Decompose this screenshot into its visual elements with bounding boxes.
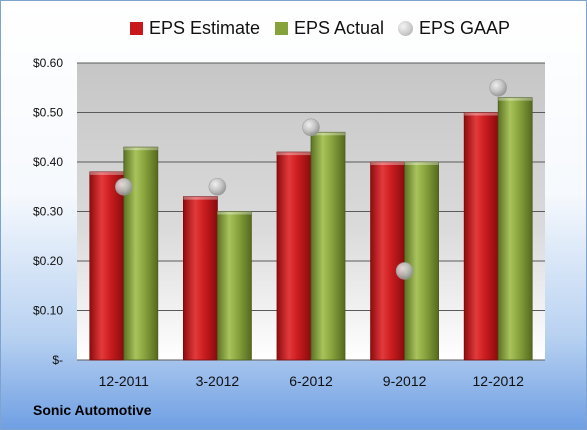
bar-actual [497,97,533,361]
gaap-marker [115,177,133,196]
bar-estimate [89,171,125,361]
bar-estimate-top [89,171,124,175]
bar-estimate-top [464,112,499,116]
x-tick-label: 3-2012 [196,373,240,389]
x-tick-label: 9-2012 [383,373,427,389]
legend-item-gaap: EPS GAAP [398,18,510,39]
x-tick-label: 12-2012 [473,373,525,389]
bar-actual-top [123,147,158,151]
legend-label-gaap: EPS GAAP [419,18,511,38]
bar-actual [216,211,252,361]
y-tick-label: $0.10 [33,304,63,318]
bar-actual [404,161,440,361]
legend-item-estimate: EPS Estimate [130,18,260,39]
bar-actual-top [311,132,345,136]
legend-swatch-actual [275,22,288,35]
bar-actual-top [404,162,439,165]
y-tick-label: $0.30 [33,205,63,219]
bar-actual [123,146,159,361]
gaap-marker [489,78,508,97]
bar-estimate [463,112,499,361]
bar-actual-top [217,211,252,215]
bar-estimate [276,151,312,361]
bar-estimate [370,161,406,361]
legend-swatch-gaap [398,21,413,36]
y-tick-label: $0.60 [33,56,63,70]
x-tick-label: 12-2011 [99,373,150,389]
y-tick-label: $0.20 [33,254,63,268]
y-tick-label: $0.40 [33,155,63,169]
bar-estimate-top [183,196,218,200]
legend-item-actual: EPS Actual [275,18,384,39]
bar-actual-top [498,97,533,101]
x-tick-label: 6-2012 [289,373,333,389]
legend-swatch-estimate [130,22,143,35]
bar-estimate-top [370,162,405,165]
y-tick-label: $0.50 [33,106,63,120]
legend: EPS Estimate EPS Actual EPS GAAP [1,18,586,42]
bar-estimate-top [277,152,311,156]
bar-actual [310,131,346,361]
gaap-marker [302,118,320,137]
legend-label-estimate: EPS Estimate [149,18,261,38]
company-name: Sonic Automotive [33,402,152,418]
gaap-marker [395,262,414,280]
bar-estimate [182,196,218,361]
gaap-marker [208,177,227,196]
y-tick-label: $- [52,353,63,367]
legend-label-actual: EPS Actual [294,18,385,38]
